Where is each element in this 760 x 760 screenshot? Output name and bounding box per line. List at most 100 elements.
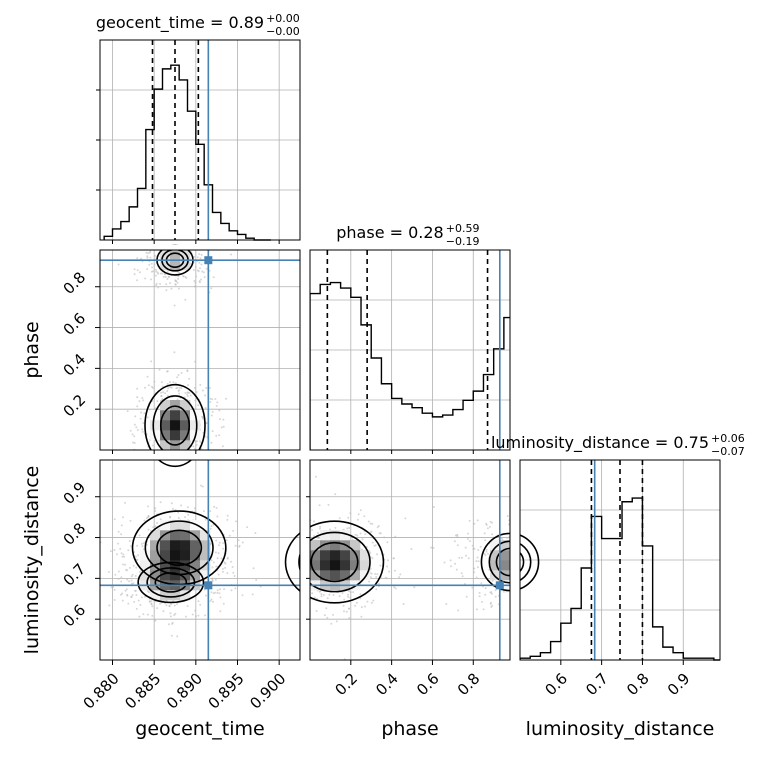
sample-point xyxy=(200,253,203,256)
sample-point xyxy=(191,613,194,616)
sample-point xyxy=(148,600,151,603)
sample-point xyxy=(477,566,479,569)
sample-point xyxy=(146,256,149,259)
sample-point xyxy=(138,400,141,403)
sample-point xyxy=(151,614,154,617)
sample-point xyxy=(217,573,220,576)
density-cell xyxy=(350,560,361,571)
sample-point xyxy=(223,588,226,591)
sample-point xyxy=(194,447,197,450)
sample-point xyxy=(194,285,197,288)
sample-point xyxy=(471,544,474,547)
sample-point xyxy=(122,553,125,556)
sample-point xyxy=(197,404,200,407)
sample-point xyxy=(469,540,471,543)
sample-point xyxy=(199,257,202,260)
x-tick-label: 0.9 xyxy=(664,670,694,700)
sample-point xyxy=(246,526,249,529)
sample-point xyxy=(167,623,170,626)
sample-point xyxy=(202,510,205,513)
sample-point xyxy=(201,417,204,420)
sample-point xyxy=(319,590,322,593)
sample-point xyxy=(186,393,189,396)
sample-point xyxy=(204,518,207,521)
sample-point xyxy=(219,588,221,591)
sample-point xyxy=(235,520,238,523)
sample-point xyxy=(205,387,208,389)
density-cell xyxy=(160,550,171,561)
sample-point xyxy=(376,553,379,556)
sample-point xyxy=(456,535,459,538)
sample-point xyxy=(141,428,144,431)
sample-point xyxy=(356,534,359,537)
sample-point xyxy=(450,565,452,568)
sample-point xyxy=(204,407,207,409)
sample-point xyxy=(215,434,218,437)
sample-point xyxy=(323,614,326,617)
sample-point xyxy=(170,502,173,505)
sample-point xyxy=(159,518,162,521)
sample-point xyxy=(136,429,139,431)
sample-point xyxy=(464,546,467,549)
sample-point xyxy=(180,387,183,390)
sample-point xyxy=(212,561,215,564)
sample-point xyxy=(133,442,136,444)
sample-point xyxy=(146,268,149,271)
sample-point xyxy=(221,567,224,570)
sample-point xyxy=(360,606,363,609)
panel-title: luminosity_distance = 0.75 xyxy=(491,433,709,453)
sample-point xyxy=(377,525,380,527)
sample-point xyxy=(129,519,132,522)
sample-point xyxy=(132,582,135,585)
sample-point xyxy=(319,525,322,528)
sample-point xyxy=(147,252,150,255)
sample-point xyxy=(196,269,199,272)
x-tick-label: 0.2 xyxy=(331,670,361,700)
density-cell xyxy=(170,550,181,561)
sample-point xyxy=(334,526,337,529)
sample-point xyxy=(458,556,461,559)
sample-point xyxy=(143,412,146,415)
sample-point xyxy=(178,271,181,274)
sample-point xyxy=(167,275,170,278)
sample-point xyxy=(209,397,212,400)
density-cell xyxy=(160,420,171,431)
sample-point xyxy=(413,586,416,589)
sample-point xyxy=(145,543,148,546)
sample-point xyxy=(222,425,225,428)
sample-point xyxy=(154,510,157,512)
sample-point xyxy=(491,533,494,536)
sample-point xyxy=(154,507,157,510)
panel-title: geocent_time = 0.89 xyxy=(96,13,264,33)
sample-point xyxy=(394,535,397,538)
sample-point xyxy=(175,387,178,390)
sample-point xyxy=(124,563,127,566)
sample-point xyxy=(170,603,172,606)
truth-marker xyxy=(204,581,213,590)
sample-point xyxy=(172,381,175,384)
sample-point xyxy=(386,565,389,568)
sample-point xyxy=(484,593,487,596)
sample-point xyxy=(317,532,319,534)
sample-point xyxy=(177,517,180,519)
density-cell xyxy=(170,420,181,431)
sample-point xyxy=(363,515,366,518)
sample-point xyxy=(146,613,149,616)
sample-point xyxy=(136,279,139,282)
sample-point xyxy=(467,557,470,560)
sample-point xyxy=(193,255,196,258)
sample-point xyxy=(157,286,160,289)
sample-point xyxy=(432,506,435,508)
sample-point xyxy=(156,400,159,403)
sample-point xyxy=(255,579,258,581)
sample-point xyxy=(147,591,150,594)
sample-point xyxy=(121,555,124,558)
sample-point xyxy=(484,587,487,590)
sample-point xyxy=(196,256,199,259)
sample-point xyxy=(133,423,136,426)
sample-point xyxy=(325,607,328,610)
sample-point xyxy=(352,591,355,594)
density-cell xyxy=(180,250,191,261)
sample-point xyxy=(169,381,171,384)
density-cell xyxy=(190,550,201,561)
